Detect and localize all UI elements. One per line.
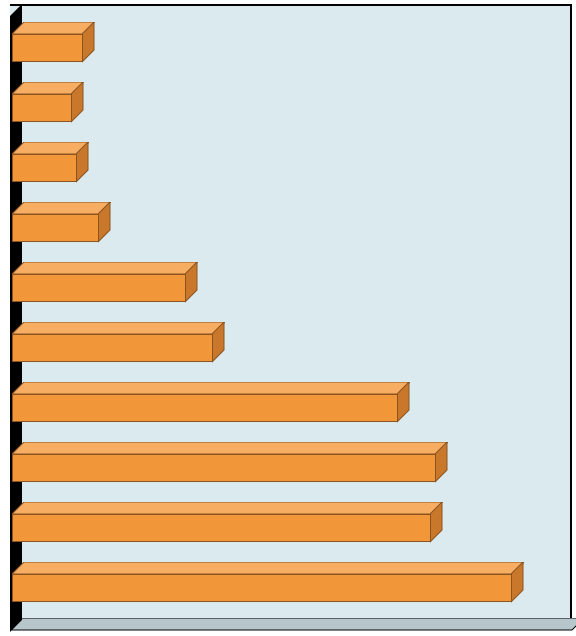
bar-side-face	[82, 22, 96, 64]
bar-front-face	[12, 34, 83, 62]
bars-container	[0, 0, 576, 636]
bar	[0, 0, 576, 636]
horizontal-bar-chart	[0, 0, 576, 636]
